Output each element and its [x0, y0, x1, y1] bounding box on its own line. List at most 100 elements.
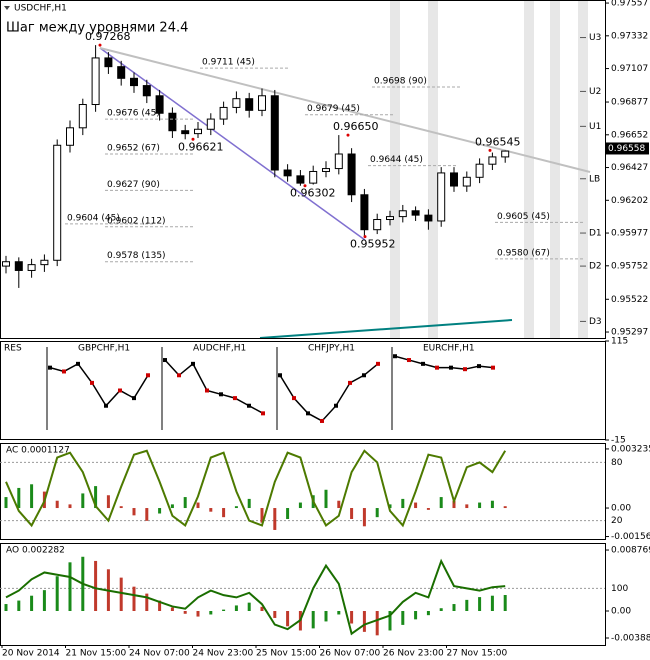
series-point [205, 388, 209, 393]
histogram-bar [209, 611, 213, 615]
histogram-bar [17, 487, 21, 509]
histogram-bar [30, 595, 34, 611]
series-point [219, 392, 223, 397]
series-point [146, 373, 150, 378]
series-point [132, 396, 136, 401]
histogram-bar [439, 497, 443, 509]
session-band [550, 0, 560, 338]
series-point [278, 373, 282, 378]
histogram-bar [426, 611, 430, 616]
histogram-bar [490, 500, 494, 509]
extreme-point [191, 137, 195, 141]
extreme-point [346, 133, 350, 137]
panel-frame [0, 443, 606, 540]
histogram-bar [503, 506, 507, 509]
candle-body [347, 153, 356, 196]
y-tick-label: -15 [611, 436, 626, 446]
histogram-bar [298, 502, 302, 509]
y-tick-label: 0.97557 [611, 0, 648, 9]
series-point [163, 358, 167, 363]
histogram-bar [388, 504, 392, 509]
histogram-bar [94, 560, 98, 611]
zone-label: D3 [589, 317, 602, 327]
histogram-bar [17, 600, 21, 611]
legend-label: GBPCHF,H1 [78, 344, 130, 354]
histogram-bar [209, 508, 213, 512]
candle-body [168, 112, 177, 132]
menu-icon[interactable] [4, 6, 10, 10]
extreme-point [488, 148, 492, 152]
chart-title: USDCHF,H1 [14, 4, 67, 14]
x-tick-label: 25 Nov 15:00 [256, 649, 317, 659]
x-tick-label: 26 Nov 23:00 [383, 649, 444, 659]
level-label: 0.9627 (90) [107, 180, 160, 190]
histogram-bar [183, 497, 187, 509]
histogram-bar [260, 508, 264, 523]
candle-body [245, 98, 254, 111]
histogram-bar [350, 508, 354, 519]
candle-body [334, 153, 343, 170]
extreme-label: 0.96650 [333, 120, 379, 133]
series-point [233, 396, 237, 401]
histogram-bar [286, 611, 290, 627]
level-label: 0.9604 (45) [67, 213, 120, 223]
candle-body [283, 169, 292, 177]
candle-body [78, 104, 87, 129]
zone-label: U3 [589, 33, 601, 43]
histogram-bar [324, 489, 328, 509]
histogram-bar [170, 504, 174, 509]
y-tick-label: -0.001561 [611, 532, 650, 542]
histogram-bar [465, 504, 469, 509]
histogram-bar [439, 608, 443, 611]
candle-body [386, 216, 394, 221]
series-point [463, 367, 467, 372]
histogram-bar [388, 611, 392, 631]
candle-body [258, 95, 266, 111]
candle-body [142, 85, 151, 97]
histogram-bar [350, 611, 354, 624]
series-point [48, 365, 52, 370]
y-tick-label: 0.96427 [611, 163, 648, 173]
x-tick-label: 26 Nov 07:00 [320, 649, 381, 659]
zone-label: D1 [589, 229, 602, 239]
candle-body [424, 214, 433, 222]
y-tick-label: 0.95752 [611, 261, 648, 271]
histogram-bar [401, 498, 405, 509]
series-point [76, 361, 80, 366]
y-tick-label: 0.96652 [611, 130, 648, 140]
histogram-bar [132, 586, 136, 611]
series-point [449, 365, 453, 370]
panel-title: RES [4, 344, 22, 354]
candle-body [411, 210, 420, 216]
series-point [491, 365, 495, 370]
series-point [247, 403, 251, 408]
series-point [376, 361, 380, 366]
histogram-bar [170, 607, 174, 611]
histogram-bar [337, 611, 341, 615]
series-point [320, 418, 324, 423]
panel-frame [0, 0, 606, 339]
candle-body [181, 130, 190, 135]
histogram-bar [222, 609, 226, 611]
extreme-label: 0.96545 [475, 135, 521, 148]
series-point [407, 358, 411, 363]
candle-body [2, 261, 10, 267]
histogram-bar [375, 508, 379, 518]
histogram-bar [273, 611, 277, 618]
y-tick-label: 0.96202 [611, 196, 648, 206]
series-point [393, 354, 397, 359]
shading [390, 0, 588, 338]
histogram-bar [4, 604, 8, 611]
panel-frame [0, 341, 606, 440]
histogram-bar [362, 611, 366, 632]
legend-label: EURCHF,H1 [423, 344, 475, 354]
histogram-bar [42, 590, 46, 611]
candle-body [462, 176, 471, 187]
candle-body [322, 168, 330, 172]
histogram-bar [414, 611, 418, 620]
histogram-bar [145, 508, 149, 521]
y2-tick-label: 100 [611, 584, 628, 594]
signal-line [5, 558, 506, 636]
series-point [362, 373, 366, 378]
